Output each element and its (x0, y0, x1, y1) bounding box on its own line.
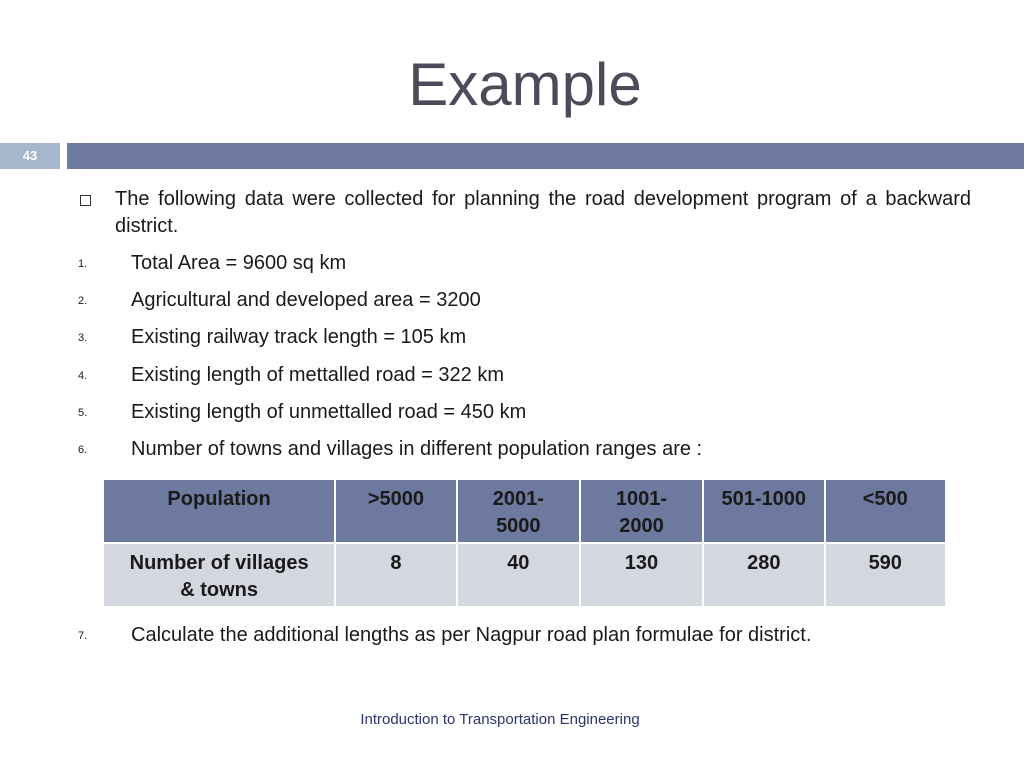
table-header-cell: 2001-5000 (455, 478, 581, 544)
item-text: Agricultural and developed area = 3200 (131, 289, 481, 311)
table-header-cell: 501-1000 (702, 478, 826, 544)
table-cell: 130 (578, 542, 705, 608)
table-header-cell: >5000 (334, 478, 458, 544)
item-text: Calculate the additional lengths as per … (131, 624, 812, 646)
item-text: Number of towns and villages in differen… (131, 438, 703, 460)
item-number: 1. (78, 258, 88, 270)
item-number: 4. (78, 370, 88, 382)
item-text: Existing length of unmettalled road = 45… (131, 401, 527, 423)
table-cell: 40 (455, 542, 581, 608)
table-header-cell: Population (101, 478, 337, 544)
intro-text: The following data were collected for pl… (115, 188, 971, 237)
item-number: 2. (78, 295, 88, 307)
population-table: Population >5000 2001-5000 1001-2000 501… (101, 478, 948, 608)
table-cell: 8 (334, 542, 458, 608)
slide-title: Example (408, 51, 642, 118)
item-number: 3. (78, 332, 88, 344)
table-header-cell: <500 (823, 478, 948, 544)
table-row: Number of villages & towns 8 40 130 280 … (101, 542, 948, 608)
table-cell: 590 (823, 542, 948, 608)
item-number: 6. (78, 444, 88, 456)
item-text: Existing railway track length = 105 km (131, 326, 467, 348)
table-header-row: Population >5000 2001-5000 1001-2000 501… (101, 478, 948, 544)
item-text: Total Area = 9600 sq km (131, 252, 347, 274)
item-number: 5. (78, 407, 88, 419)
header-bar (67, 143, 1024, 169)
table-cell: Number of villages & towns (101, 542, 337, 608)
footer-text: Introduction to Transportation Engineeri… (360, 711, 640, 728)
item-text: Existing length of mettalled road = 322 … (131, 364, 504, 386)
item-number: 7. (78, 630, 88, 642)
table-cell: 280 (702, 542, 826, 608)
slide-number: 43 (0, 143, 60, 169)
square-bullet-icon (80, 195, 91, 206)
table-header-cell: 1001-2000 (578, 478, 705, 544)
